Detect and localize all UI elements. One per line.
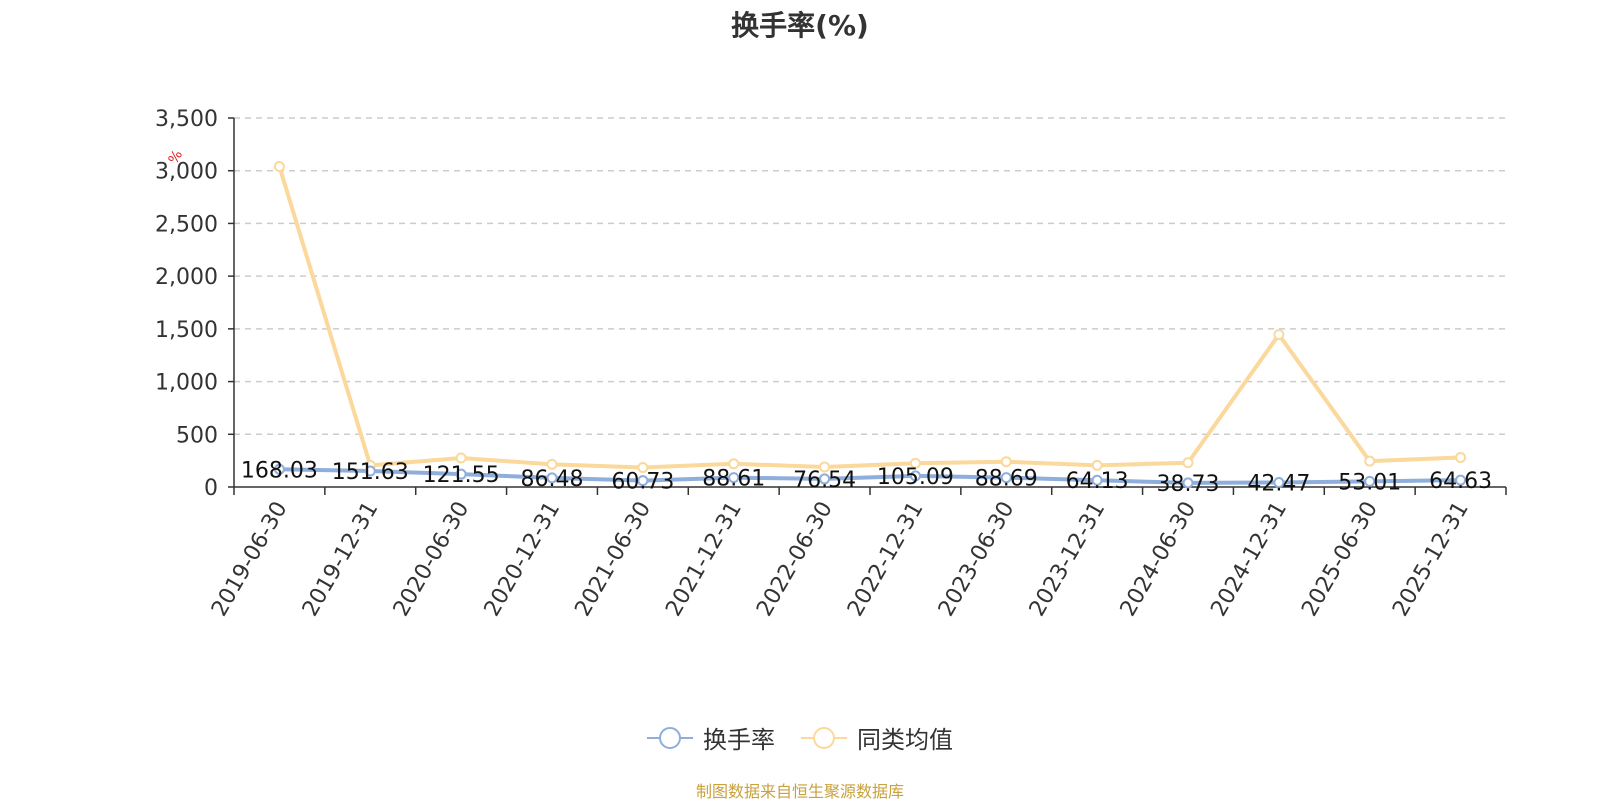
data-label: 64.63 — [1429, 469, 1492, 494]
x-tick-label: 2020-06-30 — [389, 497, 475, 620]
legend-item-peer-average[interactable]: 同类均值 — [801, 720, 953, 755]
data-point-series-1 — [1455, 451, 1467, 463]
data-point-series-1 — [1000, 456, 1012, 468]
y-tick-label: 500 — [176, 423, 218, 448]
data-point-series-0 — [546, 472, 558, 484]
data-point-series-0 — [1091, 474, 1103, 486]
data-point-series-1 — [1273, 329, 1285, 341]
data-point-series-0 — [1364, 475, 1376, 487]
data-point-series-0 — [819, 473, 831, 485]
data-point-series-1 — [909, 457, 921, 469]
y-tick-label: 3,500 — [155, 107, 218, 132]
data-point-series-0 — [728, 472, 740, 484]
data-source-footer: 制图数据来自恒生聚源数据库 — [695, 782, 904, 801]
data-point-series-1 — [1364, 455, 1376, 467]
data-point-series-1 — [546, 458, 558, 470]
y-tick-label: 2,000 — [155, 265, 218, 290]
x-tick-label: 2021-06-30 — [570, 498, 656, 621]
x-tick-label: 2021-12-31 — [661, 498, 747, 621]
x-tick-label: 2019-12-31 — [298, 498, 384, 621]
data-point-series-0 — [1000, 472, 1012, 484]
x-tick-label: 2019-06-30 — [207, 498, 293, 621]
y-tick-label: 1,500 — [155, 318, 218, 343]
data-point-series-0 — [909, 470, 921, 482]
x-tick-label: 2025-06-30 — [1297, 498, 1383, 621]
x-tick-label: 2022-06-30 — [752, 498, 838, 621]
y-tick-label: 0 — [204, 476, 218, 501]
y-tick-label: 3,000 — [155, 160, 218, 185]
x-tick-label: 2025-12-31 — [1388, 498, 1474, 621]
data-label: 168.03 — [241, 458, 318, 483]
data-point-series-0 — [1182, 477, 1194, 489]
data-point-series-1 — [273, 160, 285, 172]
legend-item-turnover[interactable]: 换手率 — [647, 720, 775, 755]
legend-swatch-turnover — [647, 726, 693, 750]
series-line-1 — [277, 165, 1461, 470]
data-label: 88.69 — [975, 467, 1038, 492]
data-point-series-1 — [637, 461, 649, 473]
data-point-series-0 — [1455, 474, 1467, 486]
data-point-series-0 — [637, 475, 649, 487]
y-tick-label: 2,500 — [155, 212, 218, 237]
x-tick-label: 2024-06-30 — [1116, 498, 1202, 621]
data-label: 88.61 — [702, 467, 765, 492]
chart-title: 换手率(%) — [731, 9, 869, 42]
data-point-series-1 — [1182, 457, 1194, 469]
data-label: 151.63 — [332, 460, 409, 485]
x-tick-label: 2023-06-30 — [934, 497, 1020, 620]
data-point-series-1 — [1091, 459, 1103, 471]
data-point-series-0 — [455, 468, 467, 480]
data-label: 86.48 — [521, 467, 584, 492]
data-point-series-0 — [364, 465, 376, 477]
legend-label-turnover: 换手率 — [703, 726, 775, 754]
data-label: 53.01 — [1338, 470, 1401, 495]
x-tick-label: 2023-12-31 — [1025, 498, 1111, 621]
legend-swatch-peer-average — [801, 726, 847, 750]
legend: 换手率 同类均值 — [0, 720, 1600, 755]
data-point-series-0 — [1273, 477, 1285, 489]
data-label: 38.73 — [1157, 472, 1220, 497]
x-tick-label: 2024-12-31 — [1206, 498, 1292, 621]
data-label: 60.73 — [611, 470, 674, 495]
x-tick-label: 2020-12-31 — [480, 498, 566, 621]
legend-label-peer-average: 同类均值 — [857, 726, 953, 754]
data-label: 121.55 — [423, 463, 500, 488]
data-label: 76.54 — [793, 468, 856, 493]
series-line-0 — [279, 467, 1461, 485]
data-label: 42.47 — [1247, 472, 1310, 497]
data-label: 105.09 — [877, 465, 954, 490]
data-point-series-0 — [273, 463, 285, 475]
data-point-series-1 — [455, 452, 467, 464]
x-tick-label: 2022-12-31 — [843, 498, 929, 621]
data-label: 64.13 — [1066, 469, 1129, 494]
data-point-series-1 — [728, 458, 740, 470]
data-point-series-1 — [819, 461, 831, 473]
y-tick-label: 1,000 — [155, 371, 218, 396]
